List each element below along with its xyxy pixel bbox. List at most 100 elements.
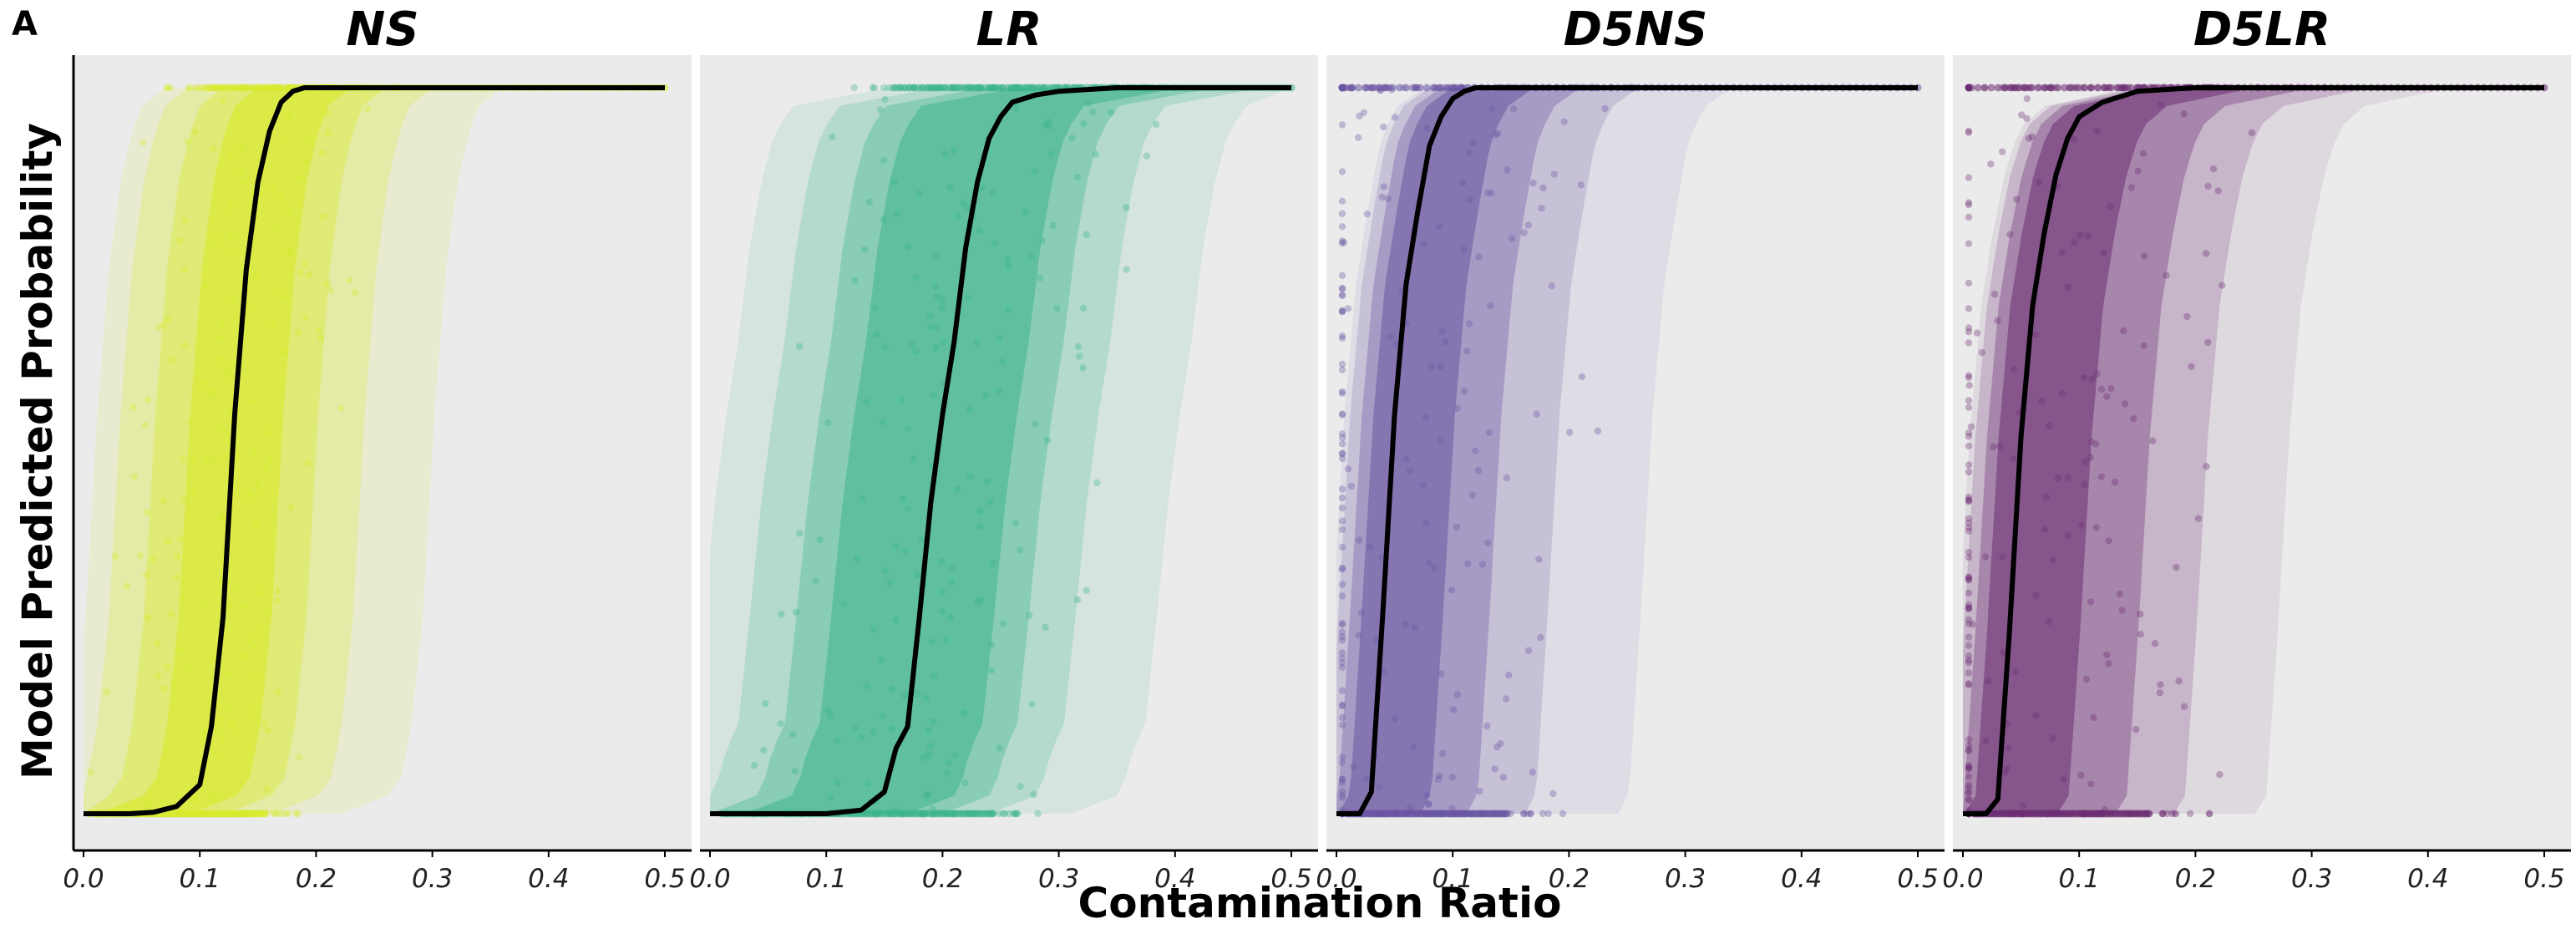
scatter-point (2188, 363, 2195, 370)
scatter-point (1965, 524, 1973, 531)
scatter-point (888, 685, 895, 693)
scatter-point (938, 589, 946, 596)
scatter-point (996, 810, 1003, 818)
scatter-point (905, 424, 912, 433)
scatter-point (2045, 617, 2053, 626)
x-tick-label: 0.5 (1270, 864, 1311, 894)
scatter-point (1965, 736, 1973, 744)
scatter-point (1012, 104, 1020, 112)
scatter-point (164, 315, 172, 322)
scatter-point (1338, 779, 1346, 787)
scatter-point (1965, 397, 1973, 404)
scatter-point (206, 84, 215, 92)
scatter-point (960, 708, 968, 716)
scatter-point (1594, 427, 1602, 435)
scatter-point (1391, 114, 1399, 121)
scatter-point (1422, 414, 1430, 422)
scatter-point (1380, 123, 1387, 131)
scatter-point (1338, 332, 1346, 340)
scatter-point (250, 397, 257, 405)
scatter-point (1338, 754, 1346, 761)
scatter-point (2204, 338, 2212, 347)
scatter-point (139, 139, 147, 146)
panel-d5lr: 0.0 0.1 0.2 0.3 0.4 0.5 D5LR (1942, 3, 2571, 894)
scatter-point (1004, 307, 1012, 314)
scatter-point (271, 810, 279, 818)
scatter-point (1419, 241, 1427, 248)
scatter-point (240, 141, 248, 150)
scatter-point (1357, 609, 1365, 617)
scatter-point (319, 213, 327, 221)
scatter-point (948, 578, 956, 586)
scatter-point (1974, 84, 1982, 92)
scatter-point (322, 109, 331, 118)
x-tick-label: 0.1 (2059, 864, 2100, 894)
scatter-point (978, 184, 986, 191)
scatter-point (1042, 623, 1049, 631)
scatter-point (2092, 524, 2100, 531)
scatter-point (1368, 84, 1377, 92)
scatter-point (2046, 422, 2053, 430)
scatter-point (976, 508, 984, 515)
scatter-point (1458, 179, 1467, 187)
scatter-point (277, 810, 285, 818)
scatter-point (210, 456, 217, 464)
scatter-point (212, 230, 221, 237)
scatter-point (885, 84, 893, 92)
scatter-point (1463, 348, 1471, 355)
scatter-point (209, 794, 216, 802)
scatter-point (292, 810, 300, 818)
scatter-point (1965, 127, 1973, 135)
scatter-point (2127, 84, 2135, 92)
scatter-point (1466, 195, 1474, 204)
scatter-point (2105, 537, 2112, 545)
scatter-point (283, 134, 291, 142)
scatter-point (219, 97, 226, 105)
scatter-point (1338, 566, 1346, 573)
scatter-point (219, 738, 226, 745)
scatter-point (160, 684, 169, 693)
scatter-point (2175, 678, 2183, 685)
scatter-point (1338, 628, 1346, 636)
scatter-point (241, 178, 248, 185)
scatter-point (824, 706, 832, 714)
scatter-point (1356, 112, 1363, 120)
scatter-point (363, 105, 372, 113)
scatter-point (222, 84, 230, 92)
scatter-point (1529, 180, 1537, 187)
x-tick-label: 0.5 (2523, 864, 2564, 894)
scatter-point (279, 84, 287, 92)
scatter-point (260, 491, 267, 499)
scatter-point (2025, 135, 2033, 142)
scatter-point (1965, 519, 1973, 527)
scatter-point (1965, 497, 1973, 505)
scatter-point (964, 204, 971, 211)
scatter-point (1982, 737, 1990, 745)
scatter-point (1559, 810, 1567, 818)
scatter-point (859, 495, 866, 502)
scatter-point (2159, 810, 2167, 818)
scatter-point (1073, 174, 1082, 181)
scatter-point (195, 84, 204, 92)
scatter-points (1338, 84, 1922, 818)
scatter-point (217, 715, 226, 723)
scatter-point (2183, 312, 2191, 321)
scatter-point (2064, 531, 2072, 539)
scatter-point (304, 459, 312, 467)
scatter-point (296, 754, 303, 761)
scatter-point (1537, 634, 1544, 642)
scatter-point (998, 358, 1007, 365)
scatter-point (1493, 129, 1502, 137)
scatter-point (268, 184, 276, 191)
scatter-point (164, 84, 171, 92)
scatter-point (1384, 195, 1392, 203)
scatter-point (1388, 84, 1397, 92)
scatter-point (914, 690, 921, 698)
scatter-point (2094, 84, 2102, 92)
scatter-point (215, 425, 223, 433)
scatter-point (1965, 620, 1973, 627)
scatter-point (960, 199, 967, 207)
scatter-point (1423, 791, 1431, 799)
scatter-point (226, 371, 233, 379)
scatter-point (167, 610, 175, 618)
